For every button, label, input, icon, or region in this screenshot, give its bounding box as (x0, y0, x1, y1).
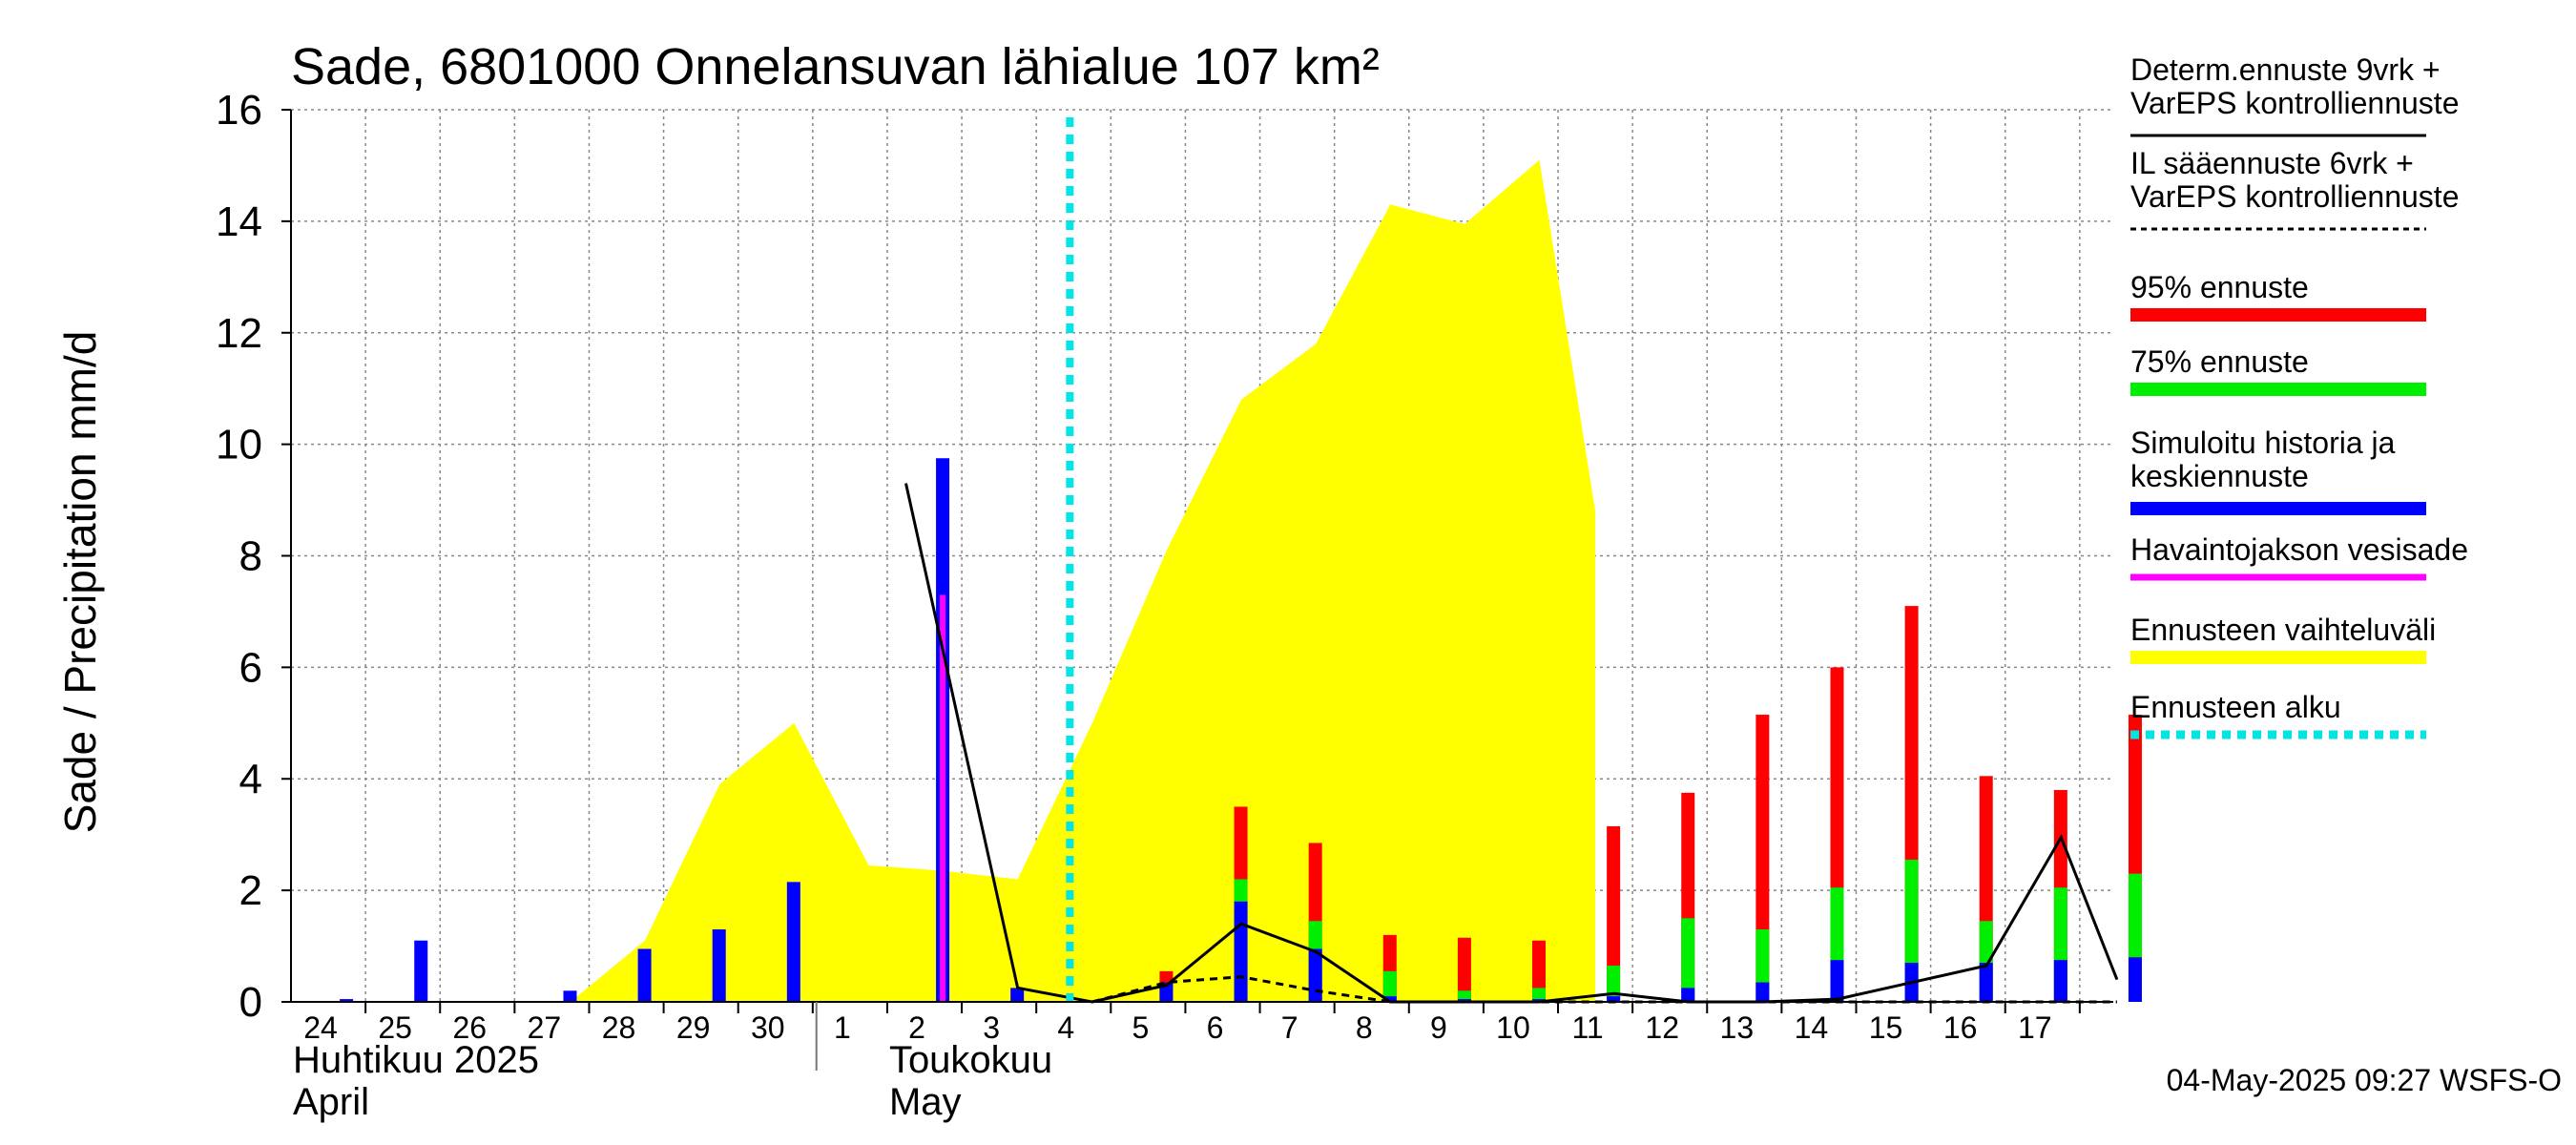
x-tick-label: 1 (834, 1010, 851, 1045)
forecast-range-band (570, 159, 1596, 1002)
x-tick-label: 28 (602, 1010, 636, 1045)
y-tick-label: 2 (239, 867, 262, 914)
bar-75pct (1681, 918, 1695, 1002)
x-tick-label: 12 (1645, 1010, 1679, 1045)
legend-label: Ennusteen alku (2130, 690, 2341, 724)
bar-mean (2053, 960, 2067, 1002)
y-tick-label: 6 (239, 644, 262, 691)
x-tick-label: 6 (1207, 1010, 1224, 1045)
bar-95pct (1532, 940, 1547, 1002)
x-tick-label: 3 (983, 1010, 1000, 1045)
timestamp-label: 04-May-2025 09:27 WSFS-O (2167, 1063, 2562, 1097)
x-tick-label: 11 (1571, 1010, 1603, 1045)
x-tick-label: 30 (751, 1010, 785, 1045)
bar-mean (1681, 988, 1695, 1002)
bars-group (340, 458, 2142, 1002)
legend-label: Havaintojakson vesisade (2130, 532, 2468, 567)
bar-mean (637, 948, 652, 1002)
bar-mean (1234, 901, 1248, 1002)
x-tick-label: 16 (1943, 1010, 1978, 1045)
y-tick-label: 16 (216, 87, 262, 134)
y-axis-label: Sade / Precipitation mm/d (55, 331, 105, 834)
x-tick-label: 2 (908, 1010, 925, 1045)
legend-label: Ennusteen vaihteluväli (2130, 613, 2436, 647)
x-tick-label: 17 (2018, 1010, 2052, 1045)
forecast-range-area (570, 159, 1596, 1002)
y-tick-label: 12 (216, 310, 262, 357)
bar-mean (2128, 957, 2142, 1002)
y-tick-label: 8 (239, 533, 262, 580)
bar-75pct (1532, 988, 1547, 1002)
bar-mean (1607, 996, 1621, 1002)
y-tick-label: 0 (239, 979, 262, 1026)
bar-95pct (1457, 937, 1471, 1002)
y-tick-label: 10 (216, 422, 262, 468)
legend-label: keskiennuste (2130, 459, 2309, 493)
bar-95pct (1607, 825, 1621, 1002)
month-label: Huhtikuu 2025 (293, 1039, 539, 1081)
bar-mean (1755, 982, 1770, 1002)
legend-label: Simuloitu historia ja (2130, 426, 2396, 460)
month-label-en: April (293, 1081, 369, 1123)
bar-mean (786, 882, 800, 1002)
x-tick-label: 9 (1430, 1010, 1447, 1045)
legend-label: Determ.ennuste 9vrk + (2130, 52, 2441, 87)
chart-title: Sade, 6801000 Onnelansuvan lähialue 107 … (291, 38, 1380, 95)
legend-label: IL sääennuste 6vrk + (2130, 146, 2414, 180)
month-label: Toukokuu (889, 1039, 1052, 1081)
x-tick-label: 10 (1496, 1010, 1530, 1045)
y-tick-label: 14 (216, 198, 262, 245)
x-tick-label: 5 (1132, 1010, 1149, 1045)
x-tick-label: 29 (676, 1010, 711, 1045)
x-tick-label: 26 (452, 1010, 487, 1045)
legend-label: VarEPS kontrolliennuste (2130, 179, 2459, 214)
bar-mean (414, 940, 428, 1002)
legend-label: 75% ennuste (2130, 344, 2309, 379)
bar-mean (1382, 996, 1397, 1002)
bar-mean (340, 999, 354, 1002)
legend-label: VarEPS kontrolliennuste (2130, 86, 2459, 120)
x-tick-label: 27 (528, 1010, 562, 1045)
bar-mean (712, 929, 726, 1002)
legend: Determ.ennuste 9vrk +VarEPS kontrollienn… (2130, 52, 2468, 739)
x-tick-label: 7 (1281, 1010, 1298, 1045)
x-tick-label: 15 (1869, 1010, 1903, 1045)
y-tick-label: 4 (239, 756, 262, 802)
bar-mean (1308, 948, 1322, 1002)
bar-mean (1010, 988, 1025, 1002)
x-tick-label: 4 (1057, 1010, 1074, 1045)
bar-mean (1830, 960, 1844, 1002)
x-tick-label: 13 (1720, 1010, 1755, 1045)
bar-mean (563, 990, 577, 1002)
x-tick-label: 14 (1795, 1010, 1829, 1045)
bar-mean (1979, 963, 1993, 1002)
x-tick-label: 8 (1356, 1010, 1373, 1045)
bar-observed (940, 594, 946, 1002)
legend-label: 95% ennuste (2130, 270, 2309, 304)
x-tick-label: 24 (303, 1010, 338, 1045)
x-tick-label: 25 (378, 1010, 412, 1045)
month-label-en: May (889, 1081, 962, 1123)
bar-75pct (1457, 990, 1471, 1002)
bar-75pct (1382, 970, 1397, 1002)
